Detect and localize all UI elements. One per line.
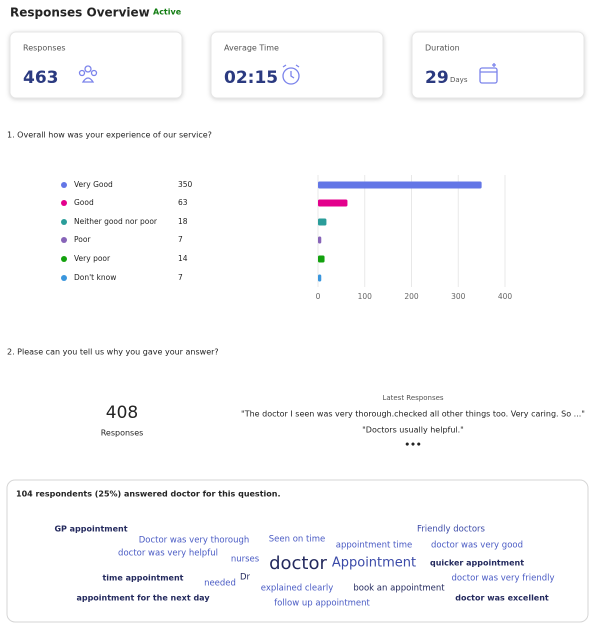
icon bbox=[282, 64, 300, 85]
x-tick-label: 0 bbox=[316, 292, 321, 301]
cloud-word: Friendly doctors bbox=[417, 525, 486, 535]
cloud-word: GP appointment bbox=[54, 525, 127, 534]
legend-marker bbox=[61, 237, 67, 243]
cloud-word: nurses bbox=[231, 555, 260, 565]
legend-label: Very Good bbox=[74, 180, 113, 189]
cloud-word: doctor was very helpful bbox=[118, 549, 218, 559]
word-cloud-heading: 104 respondents (25%) answered doctor fo… bbox=[16, 490, 281, 499]
cloud-word: follow up appointment bbox=[274, 599, 370, 609]
card-unit: Days bbox=[450, 76, 468, 84]
legend-value: 14 bbox=[178, 254, 188, 263]
card-value: 29 bbox=[425, 68, 449, 88]
cloud-word: appointment time bbox=[336, 541, 412, 551]
chart: 0 100 200 300 400 Very Good 350 Good 63 Neither g… bbox=[61, 175, 512, 301]
icon bbox=[78, 65, 98, 83]
icon bbox=[479, 63, 498, 84]
card bbox=[9, 31, 183, 99]
x-tick-label: 300 bbox=[451, 292, 466, 301]
response-count-label: Responses bbox=[101, 429, 144, 438]
word-cloud: GP appointment Doctor was very thorough Se… bbox=[54, 525, 554, 609]
legend-marker bbox=[61, 256, 67, 262]
legend-value: 7 bbox=[178, 235, 183, 244]
legend-label: Very poor bbox=[74, 254, 111, 263]
card-label: Duration bbox=[425, 44, 460, 53]
legend-label: Neither good nor poor bbox=[74, 217, 158, 226]
latest-response: "The doctor I seen was very thorough.che… bbox=[241, 410, 585, 419]
legend-marker bbox=[61, 275, 67, 281]
cloud-word: Seen on time bbox=[269, 535, 325, 545]
cloud-word: explained clearly bbox=[261, 584, 334, 594]
legend-marker bbox=[61, 219, 67, 225]
card bbox=[411, 31, 585, 99]
cloud-word: doctor was very friendly bbox=[451, 574, 554, 584]
cloud-word: time appointment bbox=[102, 574, 183, 583]
cloud-word: book an appointment bbox=[353, 584, 445, 594]
legend-label: Don't know bbox=[74, 273, 116, 282]
bar bbox=[318, 236, 322, 244]
card-value: 463 bbox=[23, 68, 59, 88]
question: 1. Overall how was your experience of ou… bbox=[7, 131, 212, 140]
legend-label: Good bbox=[74, 198, 94, 207]
cloud-word: needed bbox=[204, 579, 236, 589]
bar bbox=[318, 199, 348, 207]
cloud-word: doctor was very good bbox=[431, 541, 523, 551]
card-label: Responses bbox=[23, 44, 66, 53]
x-tick-label: 200 bbox=[404, 292, 419, 301]
legend-marker bbox=[61, 200, 67, 206]
bar bbox=[318, 274, 322, 282]
status: Active bbox=[153, 8, 182, 17]
card-value: 02:15 bbox=[224, 68, 278, 88]
cloud-word: Dr bbox=[240, 573, 251, 583]
latest-title: Latest Responses bbox=[382, 394, 443, 402]
legend-value: 18 bbox=[178, 217, 188, 226]
bar bbox=[318, 218, 327, 226]
cloud-word: Doctor was very thorough bbox=[139, 536, 250, 546]
legend-value: 350 bbox=[178, 180, 193, 189]
word-cloud-box bbox=[6, 479, 589, 623]
legend-label: Poor bbox=[74, 235, 91, 244]
legend-marker bbox=[61, 182, 67, 188]
x-tick-label: 100 bbox=[358, 292, 373, 301]
bar bbox=[318, 255, 325, 263]
bar bbox=[318, 181, 482, 189]
cloud-word: doctor was excellent bbox=[455, 594, 549, 603]
legend-value: 7 bbox=[178, 273, 183, 282]
response-count: 408 bbox=[106, 403, 138, 423]
legend-value: 63 bbox=[178, 198, 188, 207]
x-tick-label: 400 bbox=[498, 292, 513, 301]
cloud-word: quicker appointment bbox=[430, 559, 524, 568]
cloud-word: doctor bbox=[269, 553, 327, 574]
more[interactable]: ••• bbox=[404, 441, 421, 451]
latest-response: "Doctors usually helpful." bbox=[362, 426, 464, 435]
cloud-word: appointment for the next day bbox=[76, 594, 210, 603]
card-label: Average Time bbox=[224, 44, 279, 53]
question: 2. Please can you tell us why you gave y… bbox=[7, 348, 219, 357]
title: Responses Overview bbox=[10, 6, 150, 20]
cloud-word: Appointment bbox=[332, 556, 416, 571]
